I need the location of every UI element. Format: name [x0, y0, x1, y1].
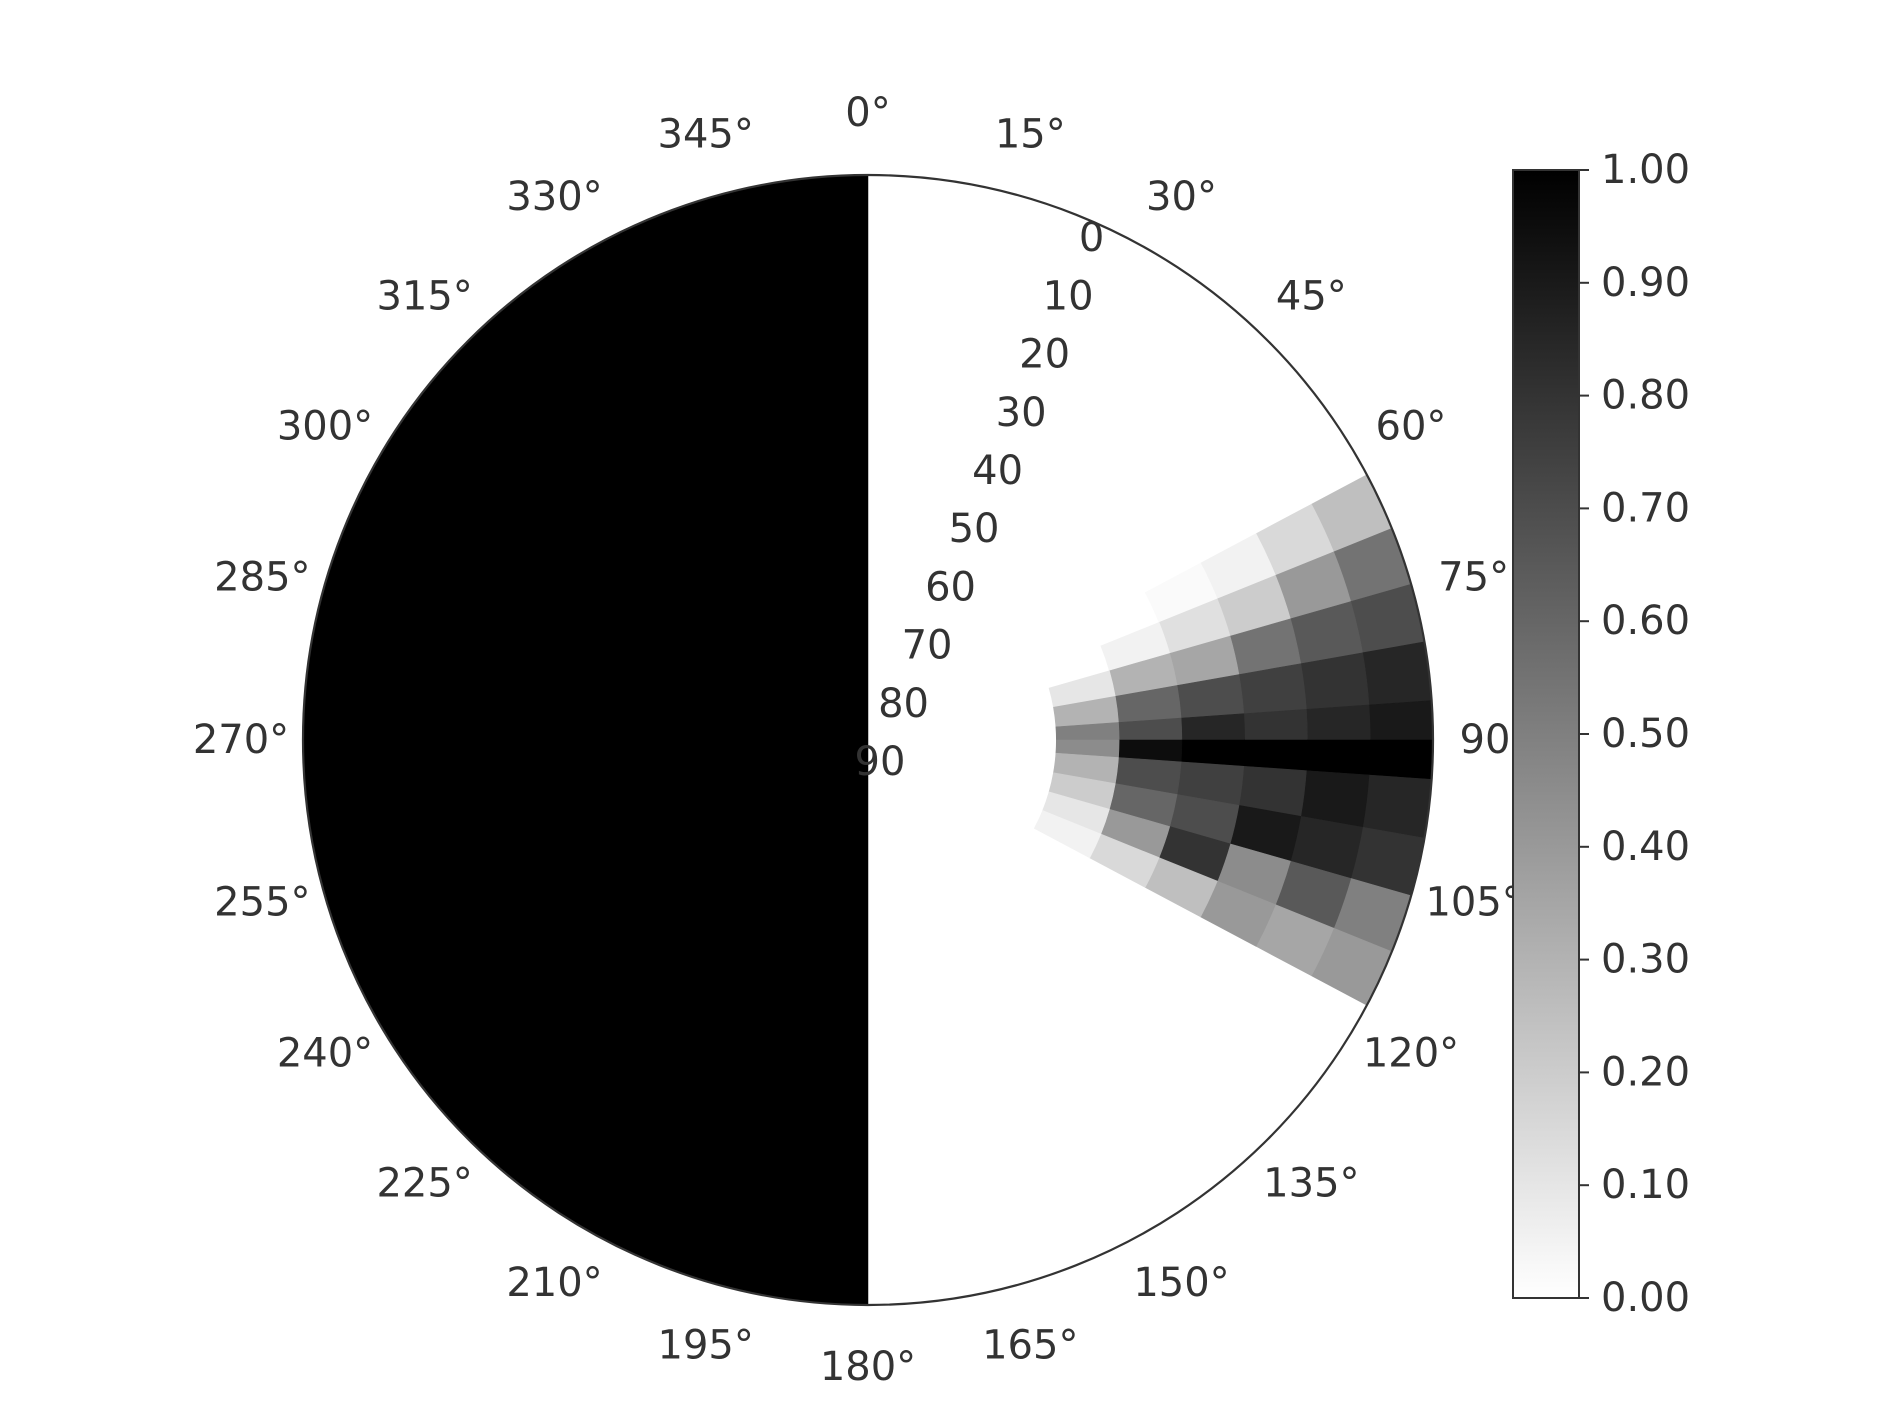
heatmap-cell [1362, 641, 1432, 706]
heatmap-cell [1368, 700, 1434, 741]
heatmap-cell [1306, 704, 1371, 741]
r-tick-label: 50 [949, 506, 1000, 552]
theta-tick-label: 195° [658, 1323, 754, 1369]
theta-tick-label: 345° [658, 111, 754, 157]
theta-tick-label: 165° [982, 1323, 1078, 1369]
heatmap-cell [1306, 739, 1371, 776]
r-tick-label: 40 [972, 448, 1023, 494]
theta-tick-label: 270° [193, 717, 289, 763]
heatmap-region-0 [302, 174, 869, 1306]
theta-tick-label: 45° [1276, 274, 1347, 320]
heatmap-cell [1243, 739, 1308, 771]
colorbar-tick-label: 0.00 [1601, 1275, 1690, 1321]
colorbar-tick-label: 0.90 [1601, 260, 1690, 306]
theta-tick-labels: 0° 15°30°45°60°75°90°105°120°135°150°165°… [193, 90, 1531, 1390]
r-tick-label: 70 [902, 623, 953, 669]
theta-tick-label: 225° [376, 1160, 472, 1206]
colorbar-gradient [1512, 169, 1580, 1299]
theta-tick-label: 330° [506, 174, 602, 220]
colorbar-tick-label: 0.50 [1601, 711, 1690, 757]
theta-tick-label: 15° [995, 111, 1066, 157]
theta-tick-label: 285° [214, 555, 310, 601]
colorbar-tick-label: 0.60 [1601, 598, 1690, 644]
colorbar: 0.00 0.10 0.20 0.30 0.40 0.50 0.60 0.70 0.80 0.90… [1512, 147, 1690, 1321]
heatmap-cell [1180, 713, 1245, 741]
r-tick-label: 80 [878, 681, 929, 727]
heatmap-cells [302, 174, 1434, 1306]
theta-tick-label: 255° [214, 879, 310, 925]
r-tick-label: 30 [996, 390, 1047, 436]
theta-tick-label: 30° [1146, 174, 1217, 220]
theta-tick-label: 120° [1363, 1031, 1459, 1077]
colorbar-tick-label: 0.10 [1601, 1162, 1690, 1208]
theta-tick-label: 210° [506, 1260, 602, 1306]
theta-tick-label: 75° [1438, 555, 1509, 601]
heatmap-cell [1033, 810, 1102, 859]
colorbar-tick-label: 0.20 [1601, 1049, 1690, 1095]
polar-outline [301, 173, 1435, 1307]
r-tick-label: 0 [1079, 215, 1104, 261]
theta-tick-label: 150° [1133, 1260, 1229, 1306]
theta-tick-label: 105° [1425, 879, 1521, 925]
r-tick-label: 60 [925, 564, 976, 610]
theta-tick-label: 300° [277, 404, 373, 450]
heatmap-cell [1243, 709, 1308, 741]
theta-tick-label: 0° [845, 90, 890, 136]
theta-tick-label: 180° [820, 1344, 916, 1390]
colorbar-tick-label: 0.40 [1601, 824, 1690, 870]
colorbar-tick-label: 1.00 [1601, 147, 1690, 193]
colorbar-tick-label: 0.30 [1601, 937, 1690, 983]
colorbar-tick-label: 0.80 [1601, 373, 1690, 419]
theta-tick-label: 135° [1263, 1160, 1359, 1206]
r-tick-label: 20 [1019, 332, 1070, 378]
theta-tick-label: 60° [1376, 404, 1447, 450]
heatmap-cell [1362, 774, 1432, 839]
theta-tick-label: 315° [376, 274, 472, 320]
r-tick-labels: 0 10 20 30 40 50 60 70 80 90 [855, 215, 1105, 785]
theta-tick-label: 240° [277, 1031, 373, 1077]
r-tick-label: 10 [1043, 273, 1094, 319]
heatmap-cell [1368, 739, 1434, 780]
polar-frame [301, 173, 1435, 1307]
colorbar-tick-label: 0.70 [1601, 485, 1690, 531]
r-tick-label: 90 [855, 739, 906, 785]
